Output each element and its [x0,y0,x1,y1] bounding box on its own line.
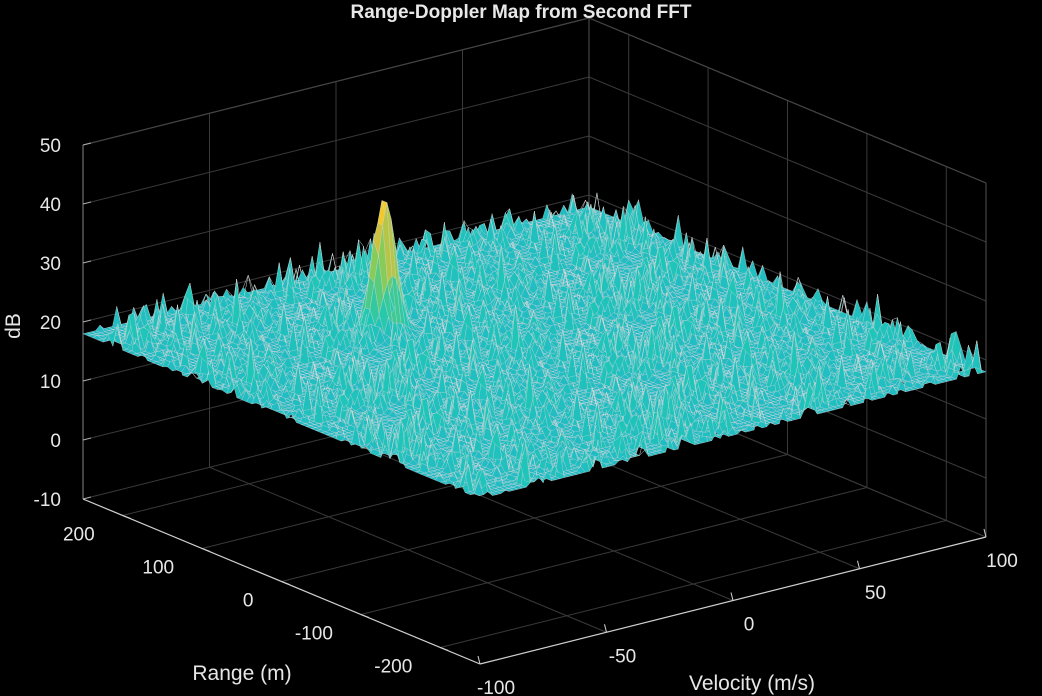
box-edge [588,17,987,184]
surface-facet-group [379,296,389,335]
z-axis-tick-mark [82,437,92,441]
range-axis-tick-mark [201,548,211,552]
velocity-axis-tick-mark [730,592,734,601]
z-axis-tick-mark [82,260,92,264]
surface-facet-group [357,310,814,410]
surface-facet-group [391,275,402,324]
tick-labels: -1001020304050-200-1000100200-100-500501… [34,136,1018,696]
z-tick-label: 50 [40,136,61,157]
velocity-axis-tick-mark [604,624,607,633]
floor-grid-line [281,454,788,582]
z-axis-tick-mark [82,142,92,146]
side-wall-grid-line [588,135,987,302]
side-wall-grid-line [588,76,987,243]
z-tick-label: 40 [40,195,61,216]
velocity-axis-tick-mark [477,655,481,665]
range-tick-label: -200 [374,657,412,678]
velocity-tick-label: -100 [477,678,515,696]
z-axis-tick-mark [82,319,92,323]
velocity-tick-label: 50 [865,583,886,604]
range-axis-label: Range (m) [192,662,291,685]
chart-title: Range-Doppler Map from Second FFT [351,2,692,23]
range-axis-tick-mark [122,515,131,519]
box-edge [82,17,590,146]
surface-facet-group [400,293,410,329]
surface-facet-group [340,203,643,483]
back-wall-grid-line [82,76,590,205]
range-tick-label: 100 [142,558,174,579]
z-axis-tick-mark [82,378,92,382]
side-wall-grid-line [588,194,987,361]
z-tick-label: 10 [40,372,61,393]
floor-grid-line [440,520,947,648]
z-axis-label: dB [2,313,25,339]
velocity-tick-label: -50 [609,646,636,667]
floor-grid-line [360,487,868,615]
range-axis-tick-mark [360,614,370,618]
range-tick-label: 0 [243,591,254,612]
velocity-axis-label: Velocity (m/s) [689,672,815,695]
range-axis-tick-mark [440,647,449,651]
velocity-axis-tick-mark [983,528,987,538]
z-axis-tick-mark [82,201,92,205]
z-tick-label: 20 [40,313,61,334]
z-tick-label: -10 [34,490,61,511]
velocity-tick-label: 0 [744,615,755,636]
grid-lines [82,17,987,665]
velocity-tick-label: 100 [986,551,1018,572]
velocity-axis-tick-mark [857,560,860,569]
z-tick-label: 30 [40,254,61,275]
back-wall-grid-line [82,135,590,264]
z-tick-label: 0 [50,431,61,452]
z-axis-tick-mark [82,496,92,500]
range-tick-label: 200 [63,525,95,546]
range-tick-label: -100 [295,624,333,645]
surface-mesh [82,192,987,496]
range-axis-tick-mark [281,581,290,585]
